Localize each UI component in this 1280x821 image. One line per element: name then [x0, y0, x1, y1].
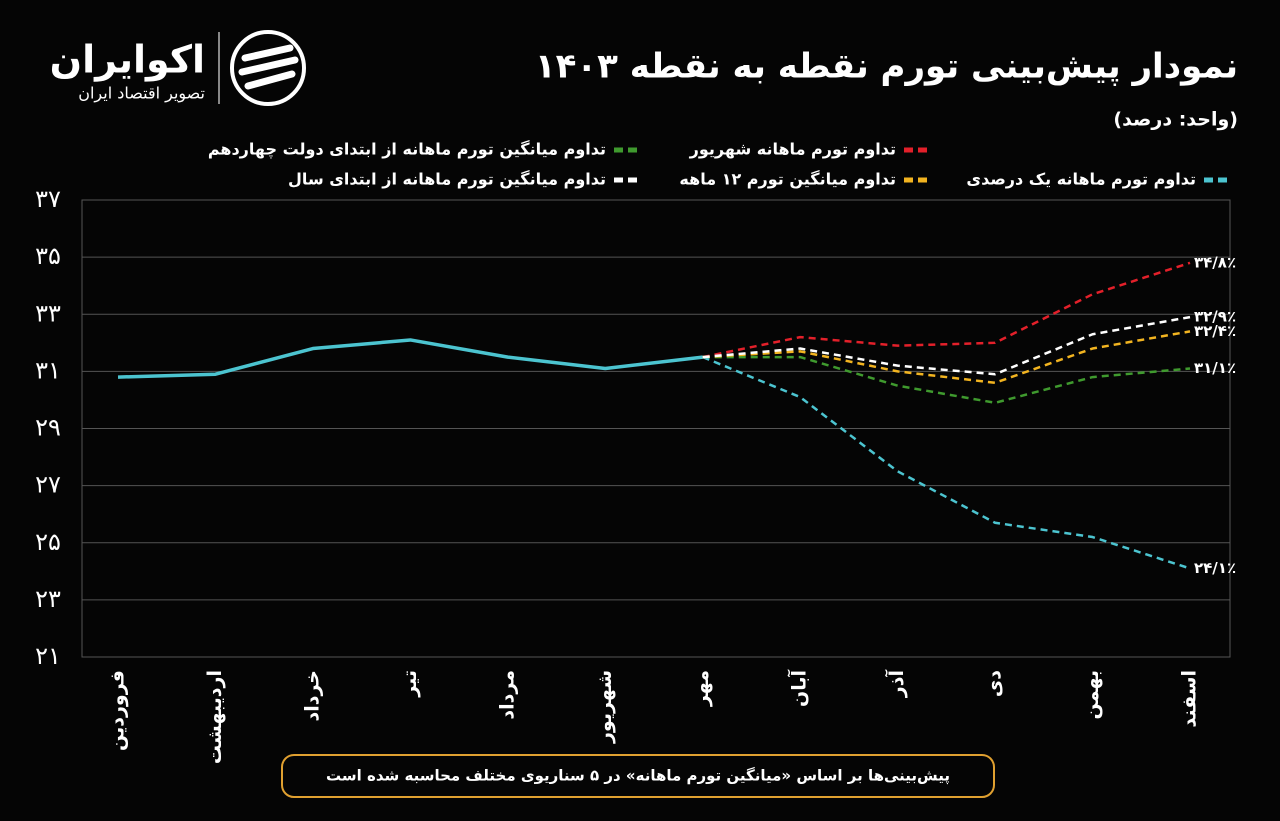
chart-subtitle: (واحد: درصد) [1113, 109, 1238, 131]
x-tick-label: فروردین [107, 670, 129, 751]
x-tick-label: دی [984, 670, 1006, 697]
series-line [117, 338, 703, 379]
note: پیش‌بینی‌ها بر اساس «میانگین تورم ماهانه… [326, 767, 950, 786]
brand-name: اکوایران [50, 38, 205, 82]
legend-label: تداوم میانگین تورم ماهانه از ابتدای دولت… [208, 140, 606, 160]
data-label: ۳۱/۱٪ [1194, 359, 1236, 377]
legend-label: تداوم تورم ماهانه شهریور [689, 140, 896, 159]
series-line [702, 261, 1191, 359]
x-tick-label: آذر [884, 670, 908, 699]
y-tick-label: ۲۷ [35, 471, 61, 499]
chart-title: نمودار پیش‌بینی تورم نقطه به نقطه ۱۴۰۳ [535, 47, 1238, 87]
x-tick-label: بهمن [1081, 670, 1103, 720]
y-tick-label: ۲۵ [35, 528, 61, 556]
logo-icon [230, 30, 306, 106]
data-label: ۳۲/۴٪ [1194, 322, 1236, 340]
logo [218, 30, 306, 106]
y-tick-label: ۲۳ [35, 585, 61, 613]
series-line [702, 355, 1191, 405]
x-tick-label: اردیبهشت [204, 670, 226, 764]
legend-label: تداوم میانگین تورم ماهانه از ابتدای سال [288, 170, 606, 189]
logo-stripes [238, 44, 299, 90]
data-label: ۳۲/۹٪ [1194, 308, 1236, 326]
y-tick-label: ۳۷ [35, 185, 61, 213]
series-line [702, 330, 1191, 385]
x-tick-label: مهر [691, 670, 713, 707]
y-tick-label: ۳۳ [35, 299, 61, 327]
x-tick-label: اسفند [1179, 670, 1201, 728]
note-box [281, 754, 995, 798]
series-line [702, 315, 1191, 376]
x-tick-label: آبان [787, 670, 811, 707]
x-tick-label: مرداد [496, 670, 518, 720]
logo-divider [218, 32, 220, 104]
x-tick-label: شهریور [594, 670, 616, 744]
y-tick-label: ۲۹ [35, 414, 61, 442]
legend-label: تداوم میانگین تورم ۱۲ ماهه [679, 170, 896, 189]
x-tick-label: خرداد [301, 670, 323, 722]
y-tick-label: ۳۱ [35, 356, 61, 384]
data-label: ۳۴/۸٪ [1194, 253, 1236, 271]
brand-tagline: تصویر اقتصاد ایران [78, 84, 205, 104]
y-tick-label: ۳۵ [35, 242, 61, 270]
legend-label: تداوم تورم ماهانه یک درصدی [966, 170, 1196, 189]
y-tick-label: ۲۱ [35, 642, 61, 670]
data-label: ۲۴/۱٪ [1194, 559, 1236, 577]
series-line [702, 355, 1191, 570]
x-tick-label: تیر [399, 670, 421, 698]
